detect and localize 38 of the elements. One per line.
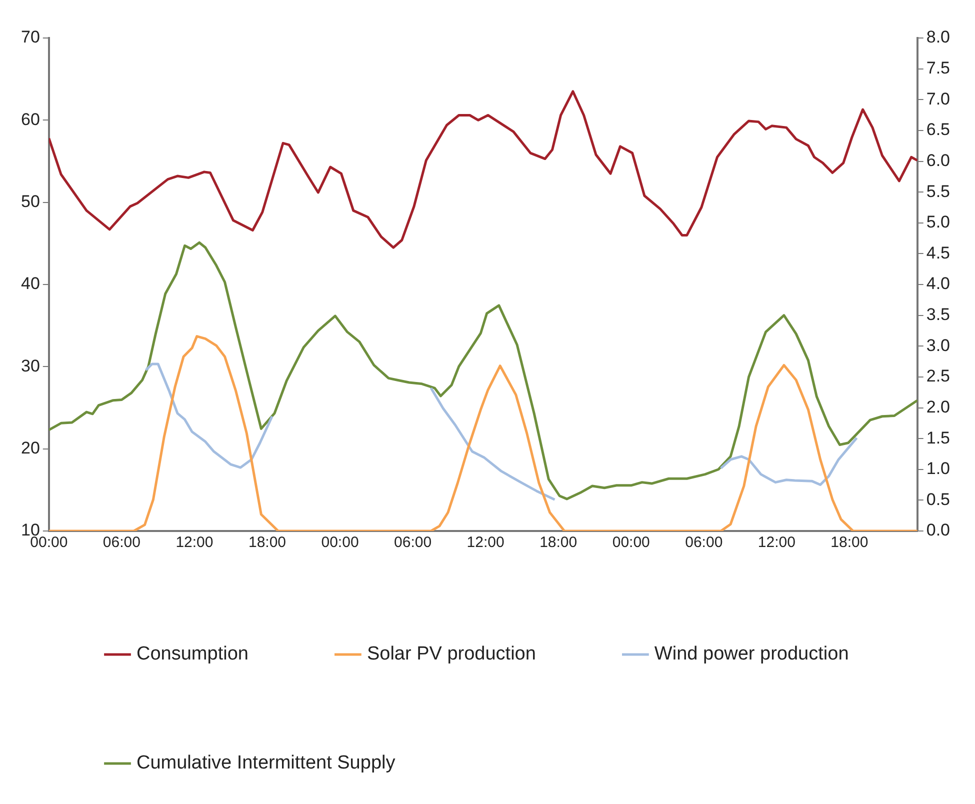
y2-tick-label: 1.0 xyxy=(926,459,950,478)
x-tick-label: 18:00 xyxy=(248,534,286,552)
y2-tick-label: 6.0 xyxy=(926,150,950,170)
y2-tick-label: 3.0 xyxy=(926,336,950,355)
x-tick-label: 18:00 xyxy=(540,534,578,552)
y2-tick-label: 1.5 xyxy=(926,428,950,448)
x-tick-label: 06:00 xyxy=(394,534,432,552)
x-tick-label: 06:00 xyxy=(685,534,723,552)
y2-tick-label: 4.5 xyxy=(926,243,950,262)
y2-tick-label: 7.0 xyxy=(926,89,950,108)
y2-tick-label: 8.0 xyxy=(926,28,950,47)
y-tick-label: 40 xyxy=(20,274,40,294)
x-tick-label: 00:00 xyxy=(321,534,359,552)
x-tick-label: 00:00 xyxy=(612,534,650,552)
legend-label: Solar PV production xyxy=(366,644,536,665)
legend-label: Wind power production xyxy=(654,644,849,665)
x-tick-label: 12:00 xyxy=(176,534,214,552)
y-tick-label: 30 xyxy=(20,356,40,376)
x-tick-label: 18:00 xyxy=(830,534,868,552)
y2-tick-label: 5.0 xyxy=(926,212,950,232)
y-tick-label: 20 xyxy=(20,438,40,458)
x-tick-label: 12:00 xyxy=(758,534,796,552)
y2-tick-label: 5.5 xyxy=(926,182,950,201)
y2-tick-label: 7.5 xyxy=(926,58,950,78)
y-tick-label: 60 xyxy=(20,110,40,129)
y2-tick-label: 6.5 xyxy=(926,120,950,140)
y2-tick-label: 4.0 xyxy=(926,274,950,294)
y2-tick-label: 0.0 xyxy=(926,520,950,540)
y-tick-label: 70 xyxy=(20,28,40,47)
legend-label: Consumption xyxy=(136,644,248,665)
y-tick-label: 50 xyxy=(20,192,40,212)
legend-label: Cumulative Intermittent Supply xyxy=(136,752,396,774)
y2-tick-label: 0.5 xyxy=(926,490,950,509)
y2-tick-label: 2.5 xyxy=(926,366,950,386)
x-tick-label: 12:00 xyxy=(466,534,504,552)
x-tick-label: 06:00 xyxy=(102,534,140,552)
y2-tick-label: 3.5 xyxy=(926,305,950,324)
y2-tick-label: 2.0 xyxy=(926,397,950,416)
